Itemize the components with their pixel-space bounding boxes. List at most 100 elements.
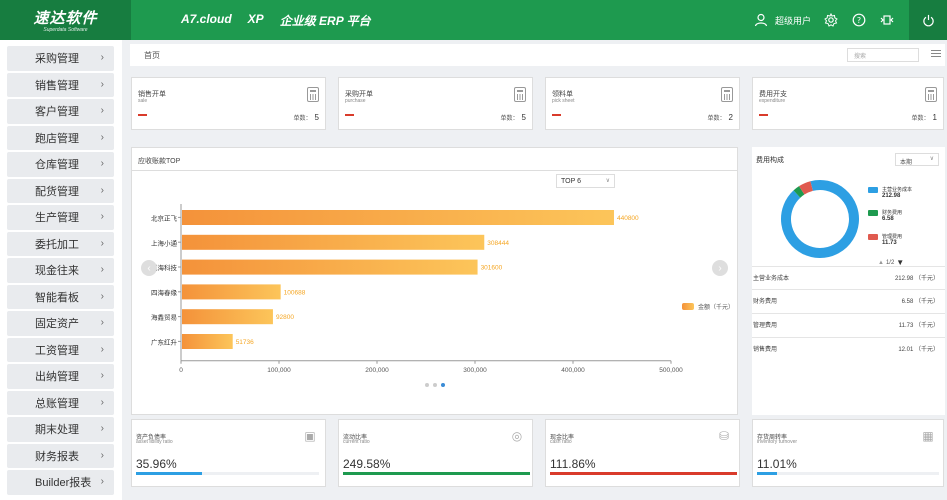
x-tick-label: 200,000 <box>365 367 389 374</box>
breadcrumb: 首页 搜索 <box>130 44 945 66</box>
x-tick-label: 500,000 <box>659 367 683 374</box>
sidebar-item-label: Builder报表 <box>35 477 92 490</box>
kpi-dash <box>552 114 561 116</box>
sidebar-item-label: 智能看板 <box>35 291 79 304</box>
donut-slice <box>799 181 814 195</box>
kpi-card-purchase[interactable]: 采购开单 purchase 单数： 5 <box>338 77 533 130</box>
ratio-card-cash[interactable]: 现金比率 cash ratio 111.86% ⛁ <box>545 419 740 487</box>
sidebar-item[interactable]: 客户管理 › <box>7 99 114 124</box>
sidebar-item[interactable]: 期末处理 › <box>7 417 114 442</box>
sidebar-item-label: 固定资产 <box>35 318 79 331</box>
ratio-subtitle: cash ratio <box>550 439 572 445</box>
chevron-right-icon: › <box>100 78 104 90</box>
sidebar-item-label: 出纳管理 <box>35 371 79 384</box>
gear-icon[interactable] <box>817 0 845 40</box>
expense-legend-item[interactable]: 管理费用 11.73 <box>868 233 902 246</box>
sidebar-item[interactable]: 跑店管理 › <box>7 125 114 150</box>
carousel-dots[interactable] <box>425 383 445 387</box>
kpi-count: 单数： 1 <box>911 113 937 122</box>
ratio-progress <box>757 472 939 475</box>
sidebar-item[interactable]: 财务报表 › <box>7 443 114 468</box>
sidebar-item[interactable]: 仓库管理 › <box>7 152 114 177</box>
x-tick-label: 100,000 <box>267 367 291 374</box>
ratio-subtitle: inventory turnover <box>757 439 798 445</box>
power-icon[interactable] <box>909 0 947 40</box>
menu-icon[interactable] <box>931 50 941 59</box>
sidebar-item-label: 期末处理 <box>35 424 79 437</box>
bar <box>182 309 273 325</box>
user-icon[interactable] <box>747 0 775 40</box>
bar-chart: 北京正飞 440800 上海小通 308444 淇海科技 301600 四海春缘 100688… <box>151 204 683 374</box>
chevron-right-icon: › <box>100 476 104 487</box>
sidebar-item-label: 生产管理 <box>35 212 79 225</box>
legend-swatch <box>682 303 694 310</box>
kpi-dash <box>138 114 147 116</box>
ratio-title: 存货周转率 <box>757 435 788 441</box>
sidebar-item[interactable]: 工资管理 › <box>7 337 114 362</box>
sidebar-item[interactable]: Builder报表 › <box>7 470 114 495</box>
breadcrumb-home[interactable]: 首页 <box>144 50 160 60</box>
sidebar-item[interactable]: 出纳管理 › <box>7 364 114 389</box>
pager-down-icon[interactable]: ▼ <box>896 258 905 267</box>
kpi-title: 费用开支 <box>759 91 787 98</box>
bar-value-label: 92800 <box>276 314 294 321</box>
sidebar-item[interactable]: 固定资产 › <box>7 311 114 336</box>
sidebar-item[interactable]: 采购管理 › <box>7 46 114 71</box>
top-bar: 速达软件 Superdata Software A7.cloud XP 企业级 … <box>0 0 947 40</box>
fullscreen-icon[interactable] <box>873 0 901 40</box>
calculator-icon <box>514 87 526 102</box>
period-select[interactable]: 本期 ∨ <box>895 153 939 166</box>
product-name: A7.cloud <box>181 11 232 26</box>
gauge-icon: ◎ <box>511 429 523 443</box>
pager-up-icon[interactable]: ▲ <box>878 259 884 266</box>
expense-title: 费用构成 <box>756 157 784 164</box>
sidebar-item-label: 仓库管理 <box>35 159 79 172</box>
chart-legend[interactable]: 金额（千元） <box>682 302 734 311</box>
sidebar-item[interactable]: 销售管理 › <box>7 72 114 97</box>
chart-prev-button[interactable]: ‹ <box>141 260 157 276</box>
kpi-title: 采购开单 <box>345 91 373 98</box>
sidebar-item[interactable]: 智能看板 › <box>7 284 114 309</box>
sidebar-item[interactable]: 现金往来 › <box>7 258 114 283</box>
bar-value-label: 51736 <box>236 339 254 346</box>
legend-label: 金额（千元） <box>698 305 735 311</box>
bar-value-label: 301600 <box>481 265 503 272</box>
chart-title: 应收账款TOP <box>138 158 181 165</box>
ratio-card-current[interactable]: 流动比率 current ratio 249.58% ◎ <box>338 419 533 487</box>
ratio-progress <box>343 472 530 475</box>
expense-legend-item[interactable]: 主营业务成本 212.98 <box>868 186 912 199</box>
sidebar-item-label: 跑店管理 <box>35 132 79 145</box>
legend-pager[interactable]: ▲ 1/2 ▼ <box>878 258 905 267</box>
bar <box>182 210 614 225</box>
expense-legend-item[interactable]: 财务费用 6.58 <box>868 209 902 222</box>
sidebar-item[interactable]: 配货管理 › <box>7 178 114 203</box>
sidebar-item[interactable]: 委托加工 › <box>7 231 114 256</box>
calculator-icon <box>307 87 319 102</box>
calculator-icon <box>721 87 733 102</box>
ratio-progress <box>550 472 737 475</box>
donut-slice <box>793 186 805 198</box>
logo[interactable]: 速达软件 Superdata Software <box>0 0 131 40</box>
help-icon[interactable]: ? <box>845 0 873 40</box>
sidebar-item-label: 总账管理 <box>35 397 79 410</box>
ratio-card-inventory[interactable]: 存货周转率 inventory turnover 11.01% ▦ <box>752 419 944 487</box>
chevron-right-icon: › <box>100 370 104 381</box>
search-input[interactable]: 搜索 <box>847 48 919 62</box>
sidebar-item[interactable]: 生产管理 › <box>7 205 114 230</box>
donut-chart <box>781 180 859 258</box>
calculator-icon <box>925 87 937 102</box>
category-label: 海鑫贸易 <box>151 313 177 322</box>
kpi-card-sale[interactable]: 销售开单 sale 单数： 5 <box>131 77 326 130</box>
chart-next-button[interactable]: › <box>712 260 728 276</box>
kpi-title: 领料单 <box>552 91 573 98</box>
top-select[interactable]: TOP 6 ∨ <box>556 174 615 188</box>
sidebar-item[interactable]: 总账管理 › <box>7 390 114 415</box>
category-label: 淇海科技 <box>151 263 178 272</box>
kpi-card-pick-sheet[interactable]: 领料单 pick sheet 单数： 2 <box>545 77 740 130</box>
user-name[interactable]: 超级用户 <box>774 15 811 26</box>
product-platform: 企业级 ERP 平台 <box>279 13 371 28</box>
ratio-card-asset-liability[interactable]: 资产负债率 asset libility ratio 35.96% ▣ <box>131 419 326 487</box>
ratio-title: 现金比率 <box>550 435 575 441</box>
kpi-card-expenditure[interactable]: 费用开支 expenditure 单数： 1 <box>752 77 944 130</box>
chevron-right-icon: › <box>100 131 104 143</box>
